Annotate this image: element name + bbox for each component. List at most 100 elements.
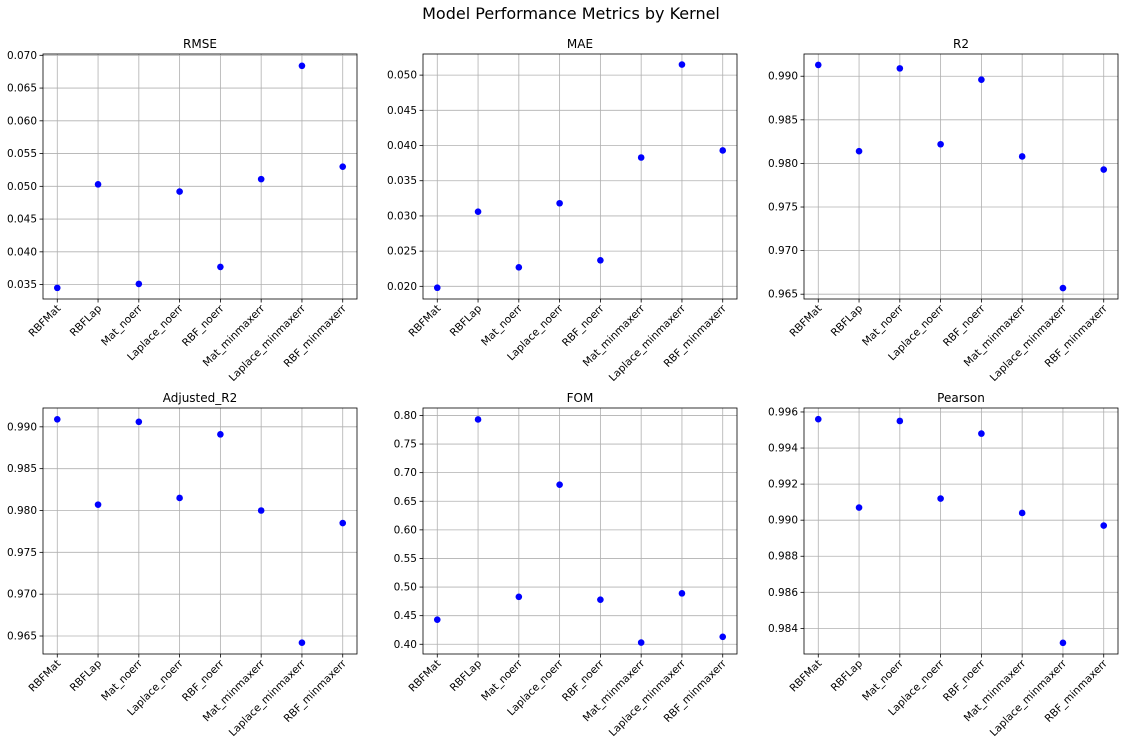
- data-point: [474, 416, 482, 423]
- x-tick-label: RBFMat: [27, 303, 64, 340]
- data-point: [978, 430, 985, 437]
- x-tick-label: Laplace_minmaxerr: [227, 302, 309, 384]
- y-tick-label: 0.40: [394, 639, 417, 651]
- data-point: [339, 519, 347, 527]
- plot-frame: [803, 407, 1119, 655]
- data-point: [855, 147, 863, 155]
- x-tick-label: RBFMat: [407, 303, 444, 340]
- x-tick-label: RBFLap: [68, 657, 105, 694]
- x-tick-label: RBFLap: [68, 302, 105, 339]
- data-point: [176, 494, 183, 502]
- data-point: [814, 61, 822, 69]
- subplot-title: R2: [953, 37, 969, 51]
- data-point: [1100, 522, 1108, 529]
- data-point: [719, 147, 727, 154]
- data-point: [1100, 166, 1108, 173]
- data-point: [515, 264, 523, 271]
- y-tick-label: 0.65: [394, 496, 417, 508]
- y-tick-label: 0.992: [768, 479, 798, 491]
- y-tick-label: 0.50: [394, 582, 417, 594]
- plot-frame: [42, 53, 358, 300]
- x-tick-label: RBFLap: [829, 302, 866, 339]
- y-tick-label: 0.055: [7, 148, 37, 160]
- data-point: [637, 639, 645, 646]
- y-tick-label: 0.985: [768, 114, 798, 126]
- data-point: [515, 593, 523, 601]
- data-point: [597, 596, 604, 603]
- y-tick-label: 0.020: [387, 281, 417, 293]
- x-tick-label: Laplace_minmaxerr: [607, 657, 689, 739]
- data-point: [937, 140, 944, 148]
- subplot-0: 0.035 0.040 0.045 0.050 0.055 0.060 0.065 0.070…: [7, 37, 358, 384]
- figure-title: Model Performance Metrics by Kernel: [422, 4, 720, 23]
- y-tick-label: 0.986: [768, 587, 798, 599]
- data-point: [339, 163, 347, 170]
- y-tick-label: 0.70: [394, 467, 417, 479]
- y-tick-label: 0.60: [394, 524, 417, 536]
- x-tick-label: RBFMat: [788, 658, 825, 695]
- data-point: [678, 590, 686, 597]
- data-point: [53, 284, 61, 292]
- x-tick-label: RBFLap: [448, 657, 485, 694]
- y-tick-label: 0.990: [768, 515, 798, 527]
- data-point: [298, 639, 306, 647]
- y-tick-label: 0.55: [394, 553, 417, 565]
- y-tick-label: 0.035: [387, 175, 417, 187]
- data-point: [556, 199, 563, 207]
- subplot-title: Adjusted_R2: [163, 391, 237, 405]
- plot-frame: [803, 53, 1119, 300]
- data-point: [298, 62, 306, 70]
- data-point: [217, 431, 224, 438]
- y-tick-label: 0.050: [7, 181, 37, 193]
- y-tick-label: 0.994: [768, 443, 798, 455]
- x-tick-label: RBFMat: [27, 658, 64, 695]
- x-tick-label: RBFLap: [448, 302, 485, 339]
- data-point: [257, 507, 265, 514]
- subplot-4: 0.40 0.45 0.50 0.55 0.60 0.65 0.70 0.75 0.80 RBFM…: [394, 391, 738, 739]
- x-tick-label: Laplace_minmaxerr: [227, 657, 309, 739]
- data-point: [1059, 284, 1067, 292]
- y-tick-label: 0.75: [394, 439, 417, 451]
- subplot-title: Pearson: [937, 391, 985, 405]
- y-tick-label: 0.980: [7, 505, 37, 517]
- plot-frame: [42, 407, 358, 655]
- data-point: [719, 633, 727, 641]
- data-point: [217, 263, 224, 271]
- x-tick-label: Laplace_minmaxerr: [607, 302, 689, 384]
- plot-frame: [422, 407, 738, 655]
- y-tick-label: 0.996: [768, 406, 798, 418]
- data-point: [433, 284, 441, 292]
- data-point: [978, 76, 985, 84]
- data-point: [896, 417, 904, 425]
- data-point: [94, 501, 102, 508]
- y-tick-label: 0.970: [7, 589, 37, 601]
- y-tick-label: 0.045: [7, 214, 37, 226]
- subplot-title: RMSE: [183, 37, 217, 51]
- x-tick-label: Laplace_minmaxerr: [988, 302, 1070, 384]
- data-point: [176, 188, 183, 195]
- data-point: [637, 154, 645, 161]
- subplot-5: 0.984 0.986 0.988 0.990 0.992 0.994 0.996 RBFMa…: [768, 391, 1119, 739]
- y-tick-label: 0.980: [768, 158, 798, 170]
- data-point: [855, 504, 863, 511]
- plot-frame: [422, 53, 738, 300]
- data-point: [937, 495, 944, 502]
- data-point: [474, 208, 482, 216]
- data-point: [678, 61, 686, 68]
- subplot-3: 0.965 0.970 0.975 0.980 0.985 0.990 RBFMat RBFL…: [7, 391, 358, 739]
- subplot-title: MAE: [567, 37, 593, 51]
- y-tick-label: 0.965: [768, 289, 798, 301]
- subplot-2: 0.965 0.970 0.975 0.980 0.985 0.990 RBFMat RBFL…: [768, 37, 1119, 384]
- y-tick-label: 0.070: [7, 50, 37, 62]
- data-point: [1059, 639, 1067, 647]
- data-point: [597, 256, 604, 264]
- data-point: [433, 616, 441, 623]
- y-tick-label: 0.050: [387, 70, 417, 82]
- x-tick-label: RBFMat: [788, 303, 825, 340]
- y-tick-label: 0.065: [7, 83, 37, 95]
- y-tick-label: 0.975: [7, 547, 37, 559]
- y-tick-label: 0.45: [394, 610, 417, 622]
- y-tick-label: 0.990: [768, 71, 798, 83]
